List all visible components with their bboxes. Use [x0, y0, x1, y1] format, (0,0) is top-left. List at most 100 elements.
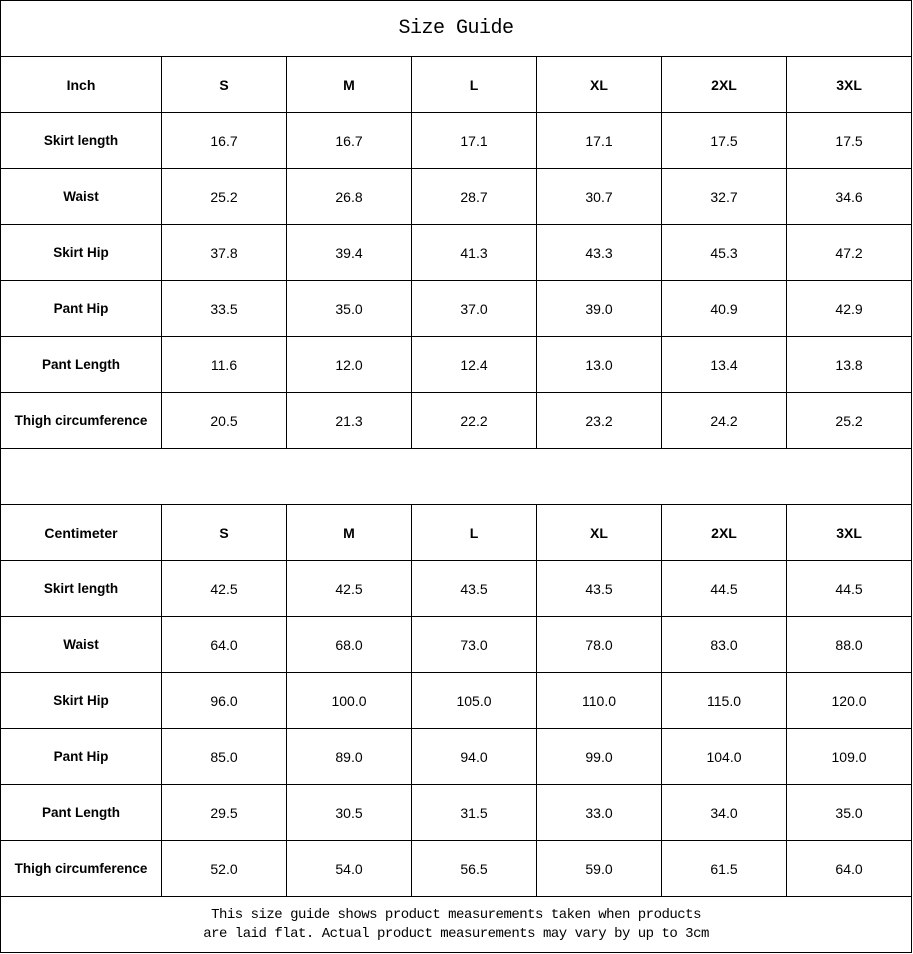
table-cell: 39.4 — [286, 224, 412, 281]
measurement-note: This size guide shows product measuremen… — [0, 896, 913, 953]
table-cell: 17.5 — [661, 112, 787, 169]
size-header: 2XL — [661, 504, 787, 561]
table-cell: 96.0 — [161, 672, 287, 729]
row-label: Skirt length — [0, 560, 162, 617]
table-cell: 44.5 — [661, 560, 787, 617]
table-cell: 31.5 — [411, 784, 537, 841]
table-cell: 16.7 — [286, 112, 412, 169]
table-cell: 34.6 — [785, 168, 913, 225]
table-cell: 99.0 — [536, 728, 662, 785]
table-cell: 30.7 — [536, 168, 662, 225]
table-cell: 23.2 — [536, 392, 662, 449]
table-row: Waist 25.2 26.8 28.7 30.7 32.7 34.6 — [0, 168, 913, 225]
header-row: Centimeter S M L XL 2XL 3XL — [0, 504, 913, 561]
table-cell: 28.7 — [411, 168, 537, 225]
unit-header: Inch — [0, 56, 162, 113]
table-cell: 89.0 — [286, 728, 412, 785]
table-row: Pant Length 11.6 12.0 12.4 13.0 13.4 13.8 — [0, 336, 913, 393]
table-cell: 64.0 — [161, 616, 287, 673]
table-cell: 83.0 — [661, 616, 787, 673]
row-label: Skirt Hip — [0, 224, 162, 281]
table-cell: 13.0 — [536, 336, 662, 393]
row-label: Thigh circumference — [0, 840, 162, 897]
table-cell: 25.2 — [785, 392, 913, 449]
table-cell: 33.5 — [161, 280, 287, 337]
table-cell: 47.2 — [785, 224, 913, 281]
table-row: Skirt length 16.7 16.7 17.1 17.1 17.5 17.5 — [0, 112, 913, 169]
note-line: are laid flat. Actual product measuremen… — [203, 925, 709, 942]
table-cell: 45.3 — [661, 224, 787, 281]
size-header: S — [161, 504, 287, 561]
table-cell: 21.3 — [286, 392, 412, 449]
table-cell: 37.8 — [161, 224, 287, 281]
table-cell: 17.1 — [411, 112, 537, 169]
table-cell: 12.0 — [286, 336, 412, 393]
table-cell: 32.7 — [661, 168, 787, 225]
table-cell: 104.0 — [661, 728, 787, 785]
table-cell: 54.0 — [286, 840, 412, 897]
table-cell: 20.5 — [161, 392, 287, 449]
table-cell: 24.2 — [661, 392, 787, 449]
row-label: Thigh circumference — [0, 392, 162, 449]
table-cell: 44.5 — [785, 560, 913, 617]
table-cell: 43.5 — [536, 560, 662, 617]
table-cell: 17.1 — [536, 112, 662, 169]
table-cell: 43.3 — [536, 224, 662, 281]
table-cell: 37.0 — [411, 280, 537, 337]
row-label: Skirt Hip — [0, 672, 162, 729]
table-row: Skirt Hip 37.8 39.4 41.3 43.3 45.3 47.2 — [0, 224, 913, 281]
size-header: M — [286, 504, 412, 561]
size-header: M — [286, 56, 412, 113]
size-header: 3XL — [785, 504, 913, 561]
table-row: Thigh circumference 20.5 21.3 22.2 23.2 24.2 2… — [0, 392, 913, 449]
table-cell: 68.0 — [286, 616, 412, 673]
table-cell: 11.6 — [161, 336, 287, 393]
table-cell: 100.0 — [286, 672, 412, 729]
table-cell: 52.0 — [161, 840, 287, 897]
table-cell: 33.0 — [536, 784, 662, 841]
row-label: Pant Length — [0, 784, 162, 841]
unit-header: Centimeter — [0, 504, 162, 561]
row-label: Pant Hip — [0, 280, 162, 337]
note-line: This size guide shows product measuremen… — [211, 906, 701, 923]
table-cell: 42.5 — [286, 560, 412, 617]
table-cell: 61.5 — [661, 840, 787, 897]
table-row: Pant Hip 85.0 89.0 94.0 99.0 104.0 109.0 — [0, 728, 913, 785]
table-cell: 64.0 — [785, 840, 913, 897]
table-cell: 85.0 — [161, 728, 287, 785]
table-cell: 109.0 — [785, 728, 913, 785]
table-cell: 43.5 — [411, 560, 537, 617]
size-header: L — [411, 504, 537, 561]
row-label: Pant Length — [0, 336, 162, 393]
table-cell: 30.5 — [286, 784, 412, 841]
table-cell: 73.0 — [411, 616, 537, 673]
table-cell: 40.9 — [661, 280, 787, 337]
table-cell: 13.8 — [785, 336, 913, 393]
spacer-row — [0, 448, 913, 505]
table-cell: 35.0 — [286, 280, 412, 337]
table-cell: 16.7 — [161, 112, 287, 169]
table-cell: 110.0 — [536, 672, 662, 729]
table-row: Waist 64.0 68.0 73.0 78.0 83.0 88.0 — [0, 616, 913, 673]
table-cell: 26.8 — [286, 168, 412, 225]
table-cell: 12.4 — [411, 336, 537, 393]
size-header: XL — [536, 504, 662, 561]
table-cell: 78.0 — [536, 616, 662, 673]
table-row: Skirt Hip 96.0 100.0 105.0 110.0 115.0 120.0 — [0, 672, 913, 729]
size-header: XL — [536, 56, 662, 113]
table-cell: 88.0 — [785, 616, 913, 673]
table-row: Pant Hip 33.5 35.0 37.0 39.0 40.9 42.9 — [0, 280, 913, 337]
table-cell: 42.9 — [785, 280, 913, 337]
page-title: Size Guide — [0, 0, 913, 57]
table-row: Thigh circumference 52.0 54.0 56.5 59.0 61.5 6… — [0, 840, 913, 897]
table-cell: 39.0 — [536, 280, 662, 337]
table-cell: 35.0 — [785, 784, 913, 841]
table-cell: 17.5 — [785, 112, 913, 169]
row-label: Waist — [0, 168, 162, 225]
table-cell: 41.3 — [411, 224, 537, 281]
table-cell: 29.5 — [161, 784, 287, 841]
row-label: Pant Hip — [0, 728, 162, 785]
size-header: 2XL — [661, 56, 787, 113]
table-cell: 25.2 — [161, 168, 287, 225]
